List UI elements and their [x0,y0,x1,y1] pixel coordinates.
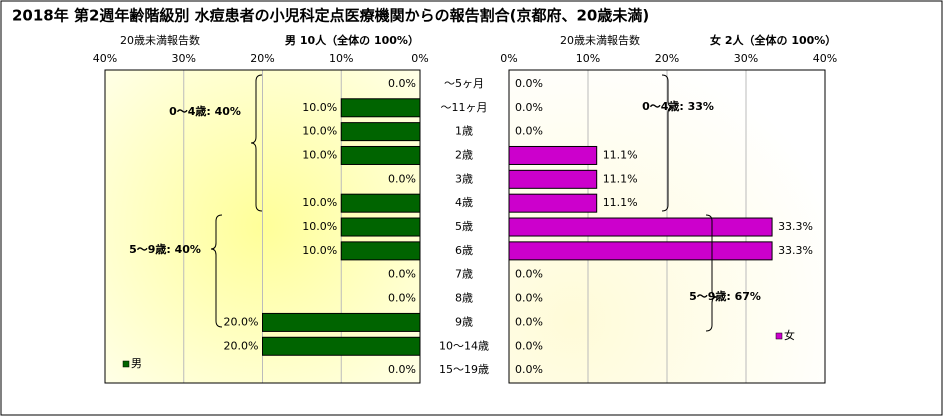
category-label: 10～14歳 [439,339,489,352]
category-label: ～11ヶ月 [441,101,488,114]
data-label: 10.0% [302,196,337,209]
bar [262,336,421,356]
category-label: 1歳 [455,125,473,138]
data-label: 33.3% [778,220,813,233]
data-label: 10.0% [302,101,337,114]
x-tick-label: 10% [576,52,600,65]
bar [508,241,773,261]
bar [508,217,773,237]
category-label: 9歳 [455,315,473,328]
legend-label: 女 [784,328,795,342]
category-label: 15～19歳 [439,363,489,376]
x-tick-label: 40% [813,52,837,65]
data-label: 0.0% [388,363,416,376]
data-label: 20.0% [224,315,259,328]
data-label: 0.0% [515,125,543,138]
data-label: 10.0% [302,220,337,233]
legend-swatch [775,332,783,340]
data-label: 0.0% [388,77,416,90]
bar [508,169,598,189]
category-label: 4歳 [455,196,473,209]
x-tick-label: 10% [329,52,353,65]
annotation: 0～4歳: 40% [169,104,241,118]
category-label: ～5ヶ月 [444,77,484,90]
data-label: 0.0% [388,292,416,305]
data-label: 11.1% [603,148,638,161]
chart-title: 2018年 第2週年齢階級別 水痘患者の小児科定点医療機関からの報告割合(京都府… [12,7,649,25]
data-label: 0.0% [515,268,543,281]
legend-swatch [122,360,130,368]
category-label: 2歳 [455,148,473,161]
x-tick-label: 0% [411,52,428,65]
x-tick-label: 30% [172,52,196,65]
bar [340,193,421,213]
bar [340,98,421,118]
bar [340,145,421,165]
data-label: 20.0% [224,339,259,352]
data-label: 0.0% [515,101,543,114]
plot-border [508,69,826,384]
annotation: 5～9歳: 40% [129,242,201,256]
panel-header: 女 2人（全体の 100%） [710,33,836,47]
bar [508,145,598,165]
data-label: 10.0% [302,148,337,161]
bar [340,241,421,261]
axis-label: 20歳未満報告数 [560,34,640,47]
category-label: 3歳 [455,172,473,185]
data-label: 11.1% [603,172,638,185]
data-label: 0.0% [515,292,543,305]
x-tick-label: 20% [250,52,274,65]
brace [705,214,718,332]
data-label: 33.3% [778,244,813,257]
data-label: 10.0% [302,125,337,138]
data-label: 0.0% [388,172,416,185]
data-label: 11.1% [603,196,638,209]
x-tick-label: 30% [734,52,758,65]
data-label: 0.0% [515,363,543,376]
x-tick-label: 40% [93,52,117,65]
category-label: 7歳 [455,268,473,281]
category-label: 5歳 [455,220,473,233]
x-tick-label: 20% [655,52,679,65]
bar [340,122,421,142]
category-label: 8歳 [455,292,473,305]
annotation: 5～9歳: 67% [689,289,761,303]
plot-border [104,69,421,384]
data-label: 0.0% [515,339,543,352]
brace [661,74,674,212]
legend-label: 男 [131,357,142,370]
brace [210,214,223,328]
bar [262,312,421,332]
bar [508,193,598,213]
brace [250,74,263,212]
data-label: 0.0% [515,77,543,90]
data-label: 0.0% [388,268,416,281]
panel-header: 男 10人（全体の 100%） [285,33,419,47]
x-tick-label: 0% [500,52,517,65]
data-label: 0.0% [515,315,543,328]
axis-label: 20歳未満報告数 [120,34,200,47]
bar [340,217,421,237]
category-label: 6歳 [455,244,473,257]
data-label: 10.0% [302,244,337,257]
annotation: 0～4歳: 33% [642,99,714,113]
